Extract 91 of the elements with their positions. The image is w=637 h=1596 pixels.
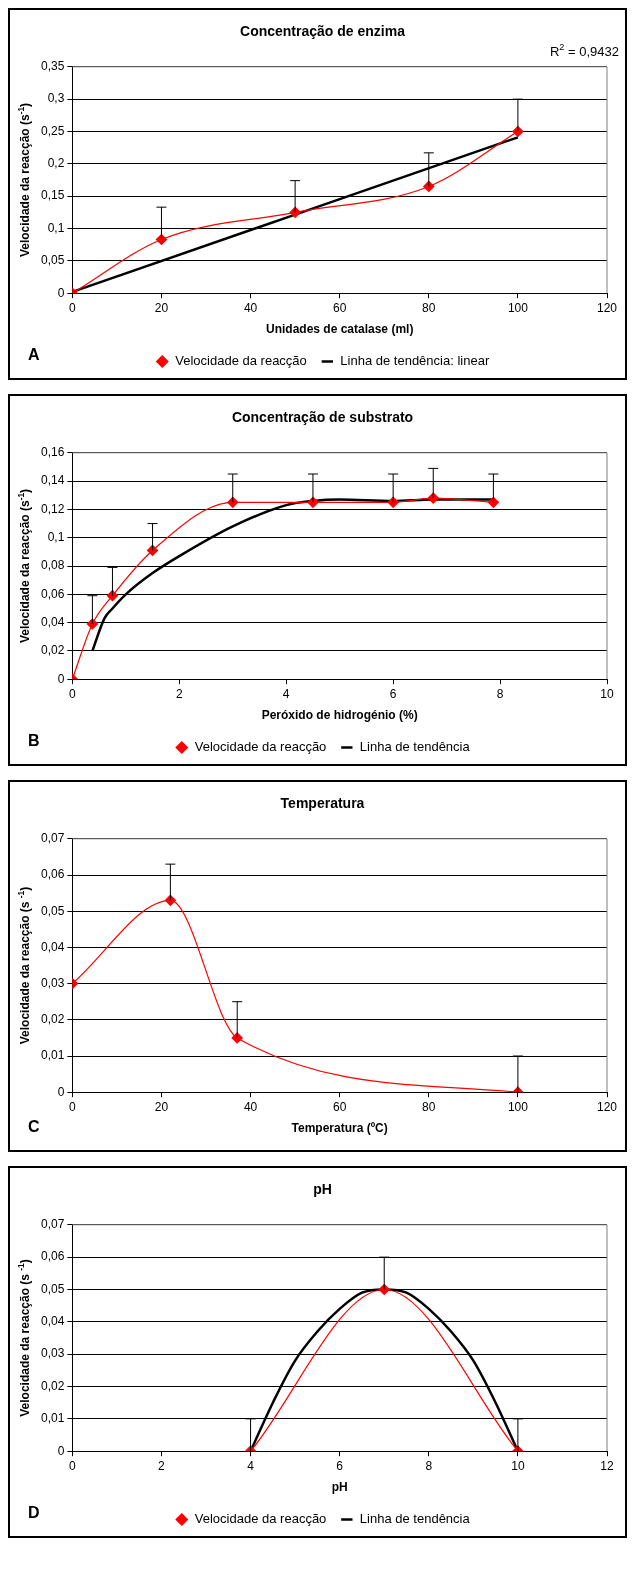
y-tick-label: 0,05: [41, 253, 65, 268]
x-tick-label: 12: [600, 1458, 614, 1473]
y-tick-label: 0,06: [41, 867, 65, 882]
x-tick-label: 40: [243, 1099, 258, 1114]
y-tick-label: 0,14: [41, 473, 65, 488]
chart-title: Concentração de enzima: [240, 23, 406, 40]
y-tick-label: 0,03: [41, 975, 65, 990]
point: [427, 492, 439, 504]
x-tick-label: 10: [600, 686, 614, 701]
point: [164, 894, 176, 906]
chart-title: Temperatura: [280, 795, 365, 812]
y-axis-title: Velocidade da reacção (s -1): [15, 1259, 33, 1417]
x-tick-label: 120: [596, 1099, 618, 1114]
y-tick-label: 0,04: [41, 939, 65, 954]
y-tick-label: 0,07: [41, 831, 65, 846]
legend-label: Linha de tendência: [359, 1511, 471, 1527]
point: [423, 180, 435, 193]
text: D: [28, 1504, 40, 1522]
legend-label: Velocidade da reacção: [194, 1511, 327, 1527]
y-tick-label: 0,25: [41, 123, 65, 138]
y-axis-title: Velocidade da reacção (s-1): [15, 488, 33, 644]
y-tick-label: 0: [57, 671, 65, 686]
x-tick-label: 40: [243, 300, 258, 315]
chart-title: pH: [313, 1181, 332, 1198]
x-axis-title: pH: [331, 1480, 348, 1495]
x-tick-label: 60: [333, 300, 347, 315]
y-tick-label: 0,1: [47, 530, 65, 545]
y-tick-label: 0,05: [41, 1281, 65, 1296]
y-tick-label: 0,08: [41, 558, 65, 573]
point: [231, 1032, 243, 1044]
x-tick-label: 2: [158, 1458, 166, 1473]
y-tick-label: 0,35: [41, 59, 65, 74]
y-tick-label: 0,1: [47, 220, 65, 235]
y-tick-label: 0,04: [41, 614, 65, 629]
text: C: [28, 1118, 40, 1136]
y-tick-label: 0,06: [41, 1249, 65, 1264]
chart-title: Concentração de substrato: [231, 409, 414, 426]
y-tick-label: 0,02: [41, 1012, 65, 1027]
y-tick-label: 0,01: [41, 1411, 65, 1426]
x-tick-label: 80: [422, 300, 436, 315]
x-tick-label: 100: [507, 1099, 529, 1114]
x-axis-title: Temperatura (ºC): [291, 1121, 388, 1136]
legend-label: Velocidade da reacção: [194, 739, 327, 755]
y-axis-title: Velocidade da reacção (s -1): [15, 886, 33, 1045]
x-tick-label: 60: [333, 1099, 347, 1114]
legend-label: Linha de tendência: [359, 739, 471, 755]
y-tick-label: 0,01: [41, 1048, 65, 1063]
y-tick-label: 0: [57, 1443, 65, 1458]
x-tick-label: 0: [69, 686, 77, 701]
y-tick-label: 0,02: [41, 643, 65, 658]
y-tick-label: 0,02: [41, 1378, 65, 1393]
x-axis-title: Unidades de catalase (ml): [265, 322, 414, 337]
x-tick-label: 4: [282, 686, 290, 701]
y-axis-title: Velocidade da reacção (s-1): [15, 102, 33, 258]
x-tick-label: 8: [496, 686, 504, 701]
x-tick-label: 0: [69, 300, 77, 315]
text: A: [28, 346, 40, 364]
x-tick-label: 20: [154, 300, 169, 315]
x-tick-label: 100: [507, 300, 529, 315]
y-tick-label: 0: [57, 285, 65, 300]
y-tick-label: 0,04: [41, 1314, 65, 1329]
x-tick-label: 80: [422, 1099, 436, 1114]
text: B: [28, 732, 40, 750]
y-tick-label: 0,15: [41, 188, 65, 203]
legend-label: Velocidade da reacção: [175, 353, 307, 369]
y-tick-label: 0,06: [41, 586, 65, 601]
y-tick-label: 0,16: [41, 445, 65, 460]
point: [487, 496, 499, 508]
y-tick-label: 0,03: [41, 1346, 65, 1361]
x-tick-label: 0: [69, 1458, 77, 1473]
x-tick-label: 6: [389, 686, 397, 701]
y-tick-label: 0,07: [41, 1217, 65, 1232]
point: [227, 496, 239, 508]
x-axis-title: Peróxido de hidrogénio (%): [261, 708, 418, 723]
y-tick-label: 0,12: [41, 501, 65, 516]
y-tick-label: 0: [57, 1084, 65, 1099]
x-tick-label: 20: [154, 1099, 169, 1114]
point: [146, 544, 159, 557]
x-tick-label: 0: [69, 1099, 77, 1114]
x-tick-label: 10: [511, 1458, 525, 1473]
point: [106, 590, 119, 602]
y-tick-label: 0,05: [41, 903, 65, 918]
y-tick-label: 0,2: [47, 156, 65, 171]
x-tick-label: 6: [336, 1458, 344, 1473]
x-tick-label: 2: [175, 686, 183, 701]
point: [86, 618, 99, 630]
legend-label: Linha de tendência: linear: [340, 353, 490, 369]
x-tick-label: 120: [596, 300, 618, 315]
x-tick-label: 4: [247, 1458, 255, 1473]
y-tick-label: 0,3: [47, 91, 65, 106]
x-tick-label: 8: [425, 1458, 433, 1473]
